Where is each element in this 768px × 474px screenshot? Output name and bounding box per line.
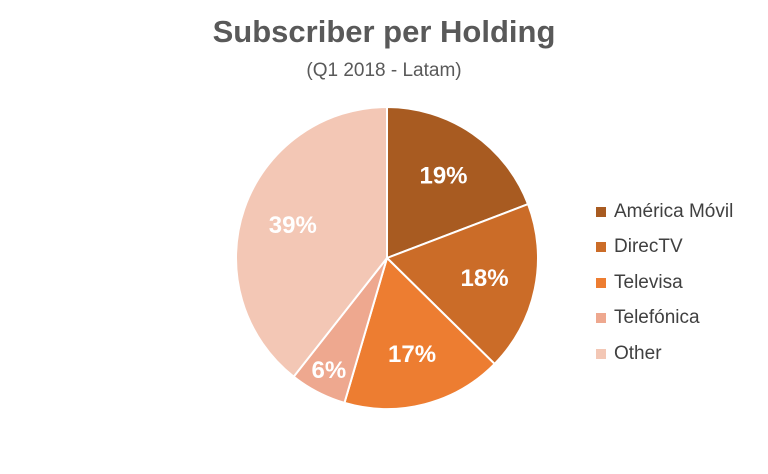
pie-slice-4 (235, 105, 388, 379)
legend-label: DirecTV (614, 236, 683, 258)
chart-title: Subscriber per Holding (212, 14, 556, 49)
pie-slice-label: 18% (461, 265, 509, 292)
legend-item: Other (596, 336, 733, 372)
legend-swatch (596, 206, 606, 217)
legend-swatch (596, 242, 606, 253)
legend-label: Telefónica (614, 307, 700, 329)
pie-slice-0 (386, 105, 530, 260)
pie-slice-label: 19% (419, 162, 467, 189)
chart-legend: América Móvil DirecTV Televisa Telefónica Ot… (596, 194, 733, 372)
pie-slice-1 (385, 202, 539, 366)
legend-label: Other (614, 342, 662, 364)
legend-label: América Móvil (614, 200, 734, 222)
legend-swatch (596, 348, 606, 359)
legend-item: América Móvil (596, 194, 733, 230)
legend-swatch (596, 313, 606, 324)
pie-slices (235, 105, 539, 410)
pie-slice-labels: 19% 18% 17% 6% 39% (269, 162, 509, 384)
legend-item: DirecTV (596, 230, 733, 266)
pie-slice-label: 6% (312, 357, 347, 384)
legend-item: Televisa (596, 265, 733, 301)
pie-slice-label: 39% (269, 212, 317, 239)
legend-label: Televisa (614, 271, 683, 293)
legend-item: Telefónica (596, 301, 733, 337)
chart-subtitle: (Q1 2018 - Latam) (306, 60, 462, 81)
pie-slice-label: 17% (388, 341, 436, 368)
pie-slice-2 (343, 256, 497, 410)
legend-swatch (596, 277, 606, 288)
